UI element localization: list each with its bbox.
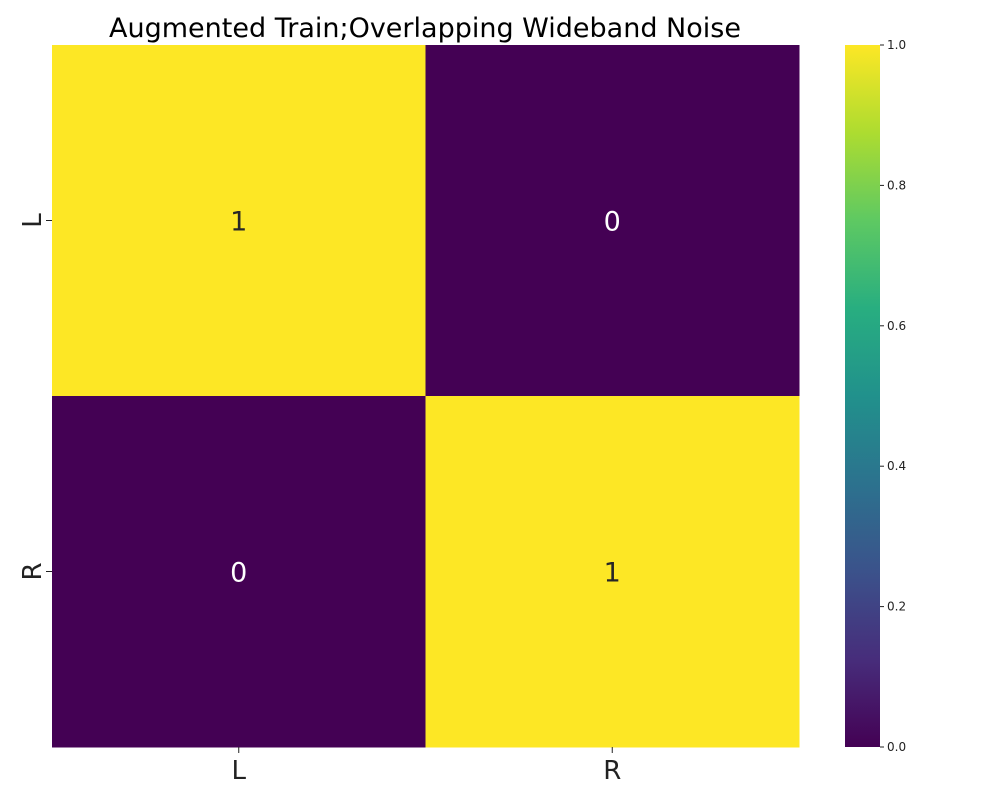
colorbar-tick-label: 1.0 [887, 38, 906, 52]
colorbar-ticks: 0.0 0.2 0.4 0.6 0.8 1.0 [880, 38, 906, 754]
y-tick-label: L [18, 213, 48, 228]
chart-title: Augmented Train;Overlapping Wideband Noi… [109, 13, 741, 44]
y-tick-label: R [18, 562, 48, 580]
x-tick-label: L [232, 756, 247, 786]
cell-value-label: 1 [230, 207, 247, 238]
cell-value-label: 0 [604, 207, 621, 238]
cell-value-label: 0 [230, 558, 247, 589]
colorbar-tick-label: 0.8 [887, 178, 906, 192]
heatmap-cell-l-r [425, 45, 800, 397]
y-axis: LR [18, 213, 52, 581]
heatmap-cell-r-r [425, 396, 800, 748]
heatmap-cell-r-l [52, 396, 426, 748]
x-tick-label: R [603, 756, 621, 786]
colorbar-tick-label: 0.2 [887, 600, 906, 614]
colorbar-tick-label: 0.4 [887, 459, 906, 473]
cell-value-label: 1 [604, 558, 621, 589]
colorbar-tick-label: 0.0 [887, 740, 906, 754]
colorbar: 0.0 0.2 0.4 0.6 0.8 1.0 [845, 38, 906, 754]
heatmap-cell-l-l [52, 45, 426, 397]
colorbar-gradient [845, 45, 880, 747]
heatmap-cells [52, 45, 800, 748]
colorbar-tick-label: 0.6 [887, 319, 906, 333]
heatmap-cell-labels: 1 0 0 1 [230, 207, 621, 589]
